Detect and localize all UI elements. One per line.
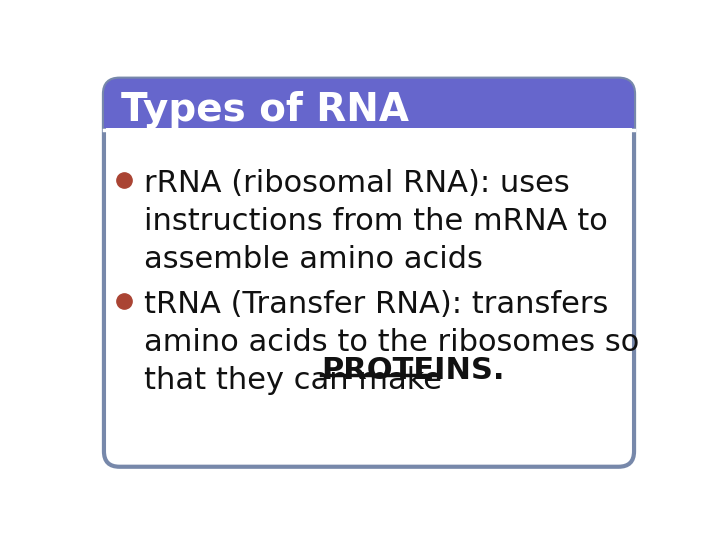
FancyBboxPatch shape: [104, 79, 634, 128]
Text: rRNA (ribosomal RNA): uses
instructions from the mRNA to
assemble amino acids: rRNA (ribosomal RNA): uses instructions …: [144, 168, 608, 274]
FancyBboxPatch shape: [104, 79, 634, 467]
Text: PROTEINS.: PROTEINS.: [321, 355, 505, 384]
Text: tRNA (Transfer RNA): transfers
amino acids to the ribosomes so
that they can mak: tRNA (Transfer RNA): transfers amino aci…: [144, 289, 639, 395]
Text: Types of RNA: Types of RNA: [121, 91, 409, 129]
Bar: [104, 106, 634, 128]
